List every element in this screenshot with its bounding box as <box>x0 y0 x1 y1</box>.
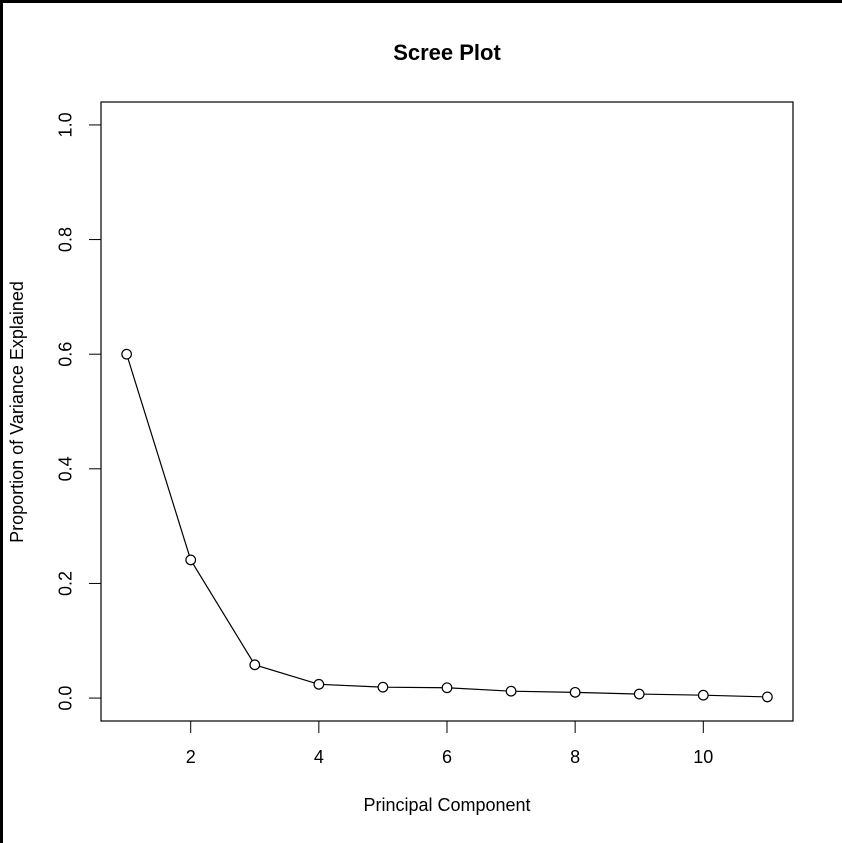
chart-title: Scree Plot <box>393 40 501 65</box>
y-tick-label: 0.2 <box>56 571 76 596</box>
y-tick-label: 0.8 <box>56 227 76 252</box>
point <box>633 688 645 700</box>
frame-edge <box>0 0 842 3</box>
x-tick-label: 2 <box>186 747 196 767</box>
plot-box <box>100 101 794 722</box>
y-tick-label: 0.4 <box>56 456 76 481</box>
point <box>441 682 453 694</box>
point <box>185 554 197 566</box>
point <box>121 348 133 360</box>
point <box>697 689 709 701</box>
y-tick-label: 0.0 <box>56 686 76 711</box>
x-tick-label: 10 <box>693 747 713 767</box>
point <box>249 659 261 671</box>
point <box>761 691 773 703</box>
y-tick-label: 0.6 <box>56 342 76 367</box>
x-tick-label: 4 <box>314 747 324 767</box>
point <box>505 685 517 697</box>
point <box>313 678 325 690</box>
x-axis-label: Principal Component <box>363 795 530 815</box>
x-tick-label: 8 <box>570 747 580 767</box>
point <box>377 681 389 693</box>
series-line <box>126 354 768 698</box>
y-axis-label: Proportion of Variance Explained <box>7 281 27 543</box>
frame-edge <box>0 0 3 843</box>
y-tick-label: 1.0 <box>56 112 76 137</box>
point <box>569 686 581 698</box>
x-tick-label: 6 <box>442 747 452 767</box>
